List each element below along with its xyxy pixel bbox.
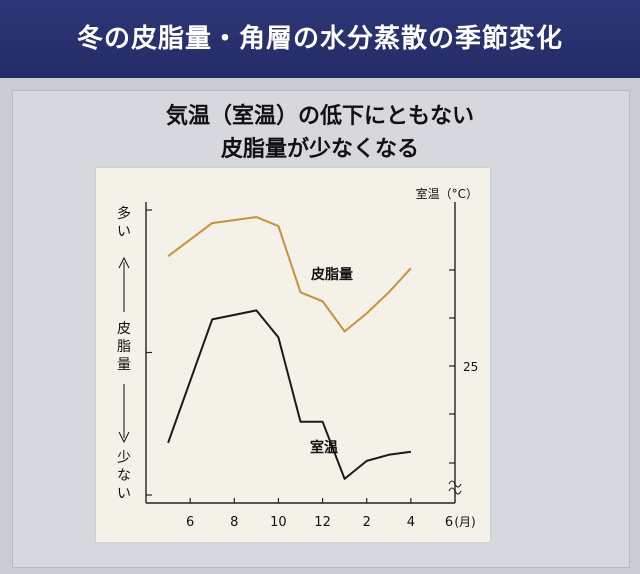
left-axis-middle-label-char-2: 量 xyxy=(117,357,131,373)
left-axis-arrow-up-head xyxy=(118,256,130,269)
series-label-sebum: 皮脂量 xyxy=(310,266,353,283)
x-tick-label-4: 2 xyxy=(363,515,371,530)
left-axis-top-label: 多い xyxy=(117,205,131,240)
headline-line-1: 気温（室温）の低下にともない xyxy=(165,104,474,129)
left-axis-top-label-char-1: い xyxy=(117,224,131,240)
x-tick-label-1: 8 xyxy=(230,515,238,530)
x-tick-label-5: 4 xyxy=(407,515,415,530)
axis-break-mark-0 xyxy=(448,480,462,488)
x-tick-label-2: 10 xyxy=(270,515,287,530)
x-tick-label-0: 6 xyxy=(186,515,194,530)
right-axis-title: 室温（°C） xyxy=(416,186,478,201)
series-label-room-temp: 室温 xyxy=(310,439,338,456)
chart-axes xyxy=(118,202,456,504)
series-line-0 xyxy=(167,216,412,333)
left-axis-arrow-down-head xyxy=(118,431,130,444)
chart-lines xyxy=(167,216,412,480)
left-axis-top-label-char-0: 多 xyxy=(117,205,131,222)
banner-title: 冬の皮脂量・角層の水分蒸散の季節変化 xyxy=(0,0,640,78)
x-tick-label-6: 6 xyxy=(445,515,453,530)
right-tick-label-25: 25 xyxy=(463,360,478,374)
left-axis-bottom-label-char-0: 少 xyxy=(117,450,131,466)
x-tick-label-3: 12 xyxy=(314,515,331,530)
left-axis-bottom-label-char-1: な xyxy=(117,468,131,484)
left-axis-middle-label-char-0: 皮 xyxy=(117,321,131,337)
left-axis-bottom-label-char-2: い xyxy=(117,486,131,502)
series-line-1 xyxy=(167,309,412,480)
chart-background xyxy=(96,168,490,542)
axis-break-mark-1 xyxy=(448,487,462,495)
x-unit-label: (月) xyxy=(454,515,475,529)
left-axis-bottom-label: 少ない xyxy=(117,450,131,502)
left-axis-middle-label-char-1: 脂 xyxy=(117,339,131,355)
chart-ticks xyxy=(146,209,462,503)
left-axis-middle-label: 皮脂量 xyxy=(117,321,131,373)
headline-line-2: 皮脂量が少なくなる xyxy=(220,137,419,162)
